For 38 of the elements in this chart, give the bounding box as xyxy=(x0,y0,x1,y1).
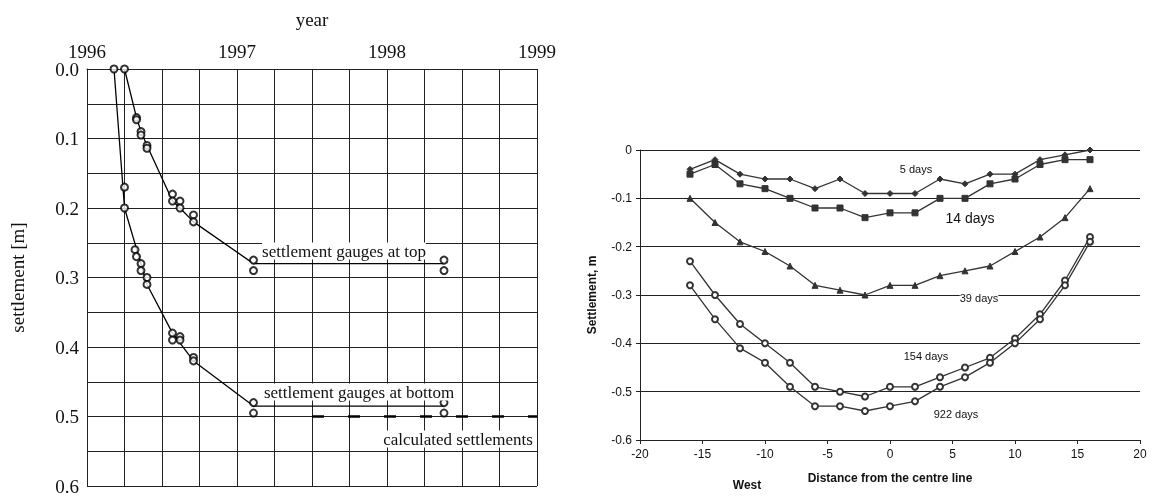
x-tick-label: -10 xyxy=(756,447,774,461)
text: West xyxy=(732,478,762,492)
x-axis-title: Distance from the centre line xyxy=(807,471,973,485)
y-tick-label: 0.6 xyxy=(55,475,79,497)
annotation: 39 days xyxy=(959,292,999,304)
annotation: 154 days xyxy=(903,350,949,362)
x-axis-title: year xyxy=(295,9,330,30)
x-tick-label: -20 xyxy=(631,447,649,461)
y-tick-label: 0.3 xyxy=(55,267,79,288)
y-tick-label: 0.1 xyxy=(55,128,79,149)
y-tick-label: -0.6 xyxy=(611,433,633,447)
x-tick-label: 15 xyxy=(1070,447,1085,461)
x-tick-label: -15 xyxy=(693,447,712,461)
y-axis-title: settlement [m] xyxy=(7,222,28,333)
annotation: settlement gauges at top xyxy=(262,241,426,261)
x-tick-label: 10 xyxy=(1008,447,1022,461)
y-tick-label: -0.1 xyxy=(611,191,633,206)
y-tick-label: 0.2 xyxy=(55,197,79,219)
y-tick-label: -0.4 xyxy=(611,336,633,351)
x-tick-label: 5 xyxy=(949,447,957,461)
y-tick-label: 0.4 xyxy=(55,336,80,358)
y-axis-title: Settlement, m xyxy=(585,255,599,335)
x-tick-label: 1997 xyxy=(218,41,256,62)
y-tick-label: -0.3 xyxy=(611,288,633,302)
y-tick-label: 0 xyxy=(625,143,633,157)
annotation: settlement gauges at bottom xyxy=(263,382,455,402)
x-tick-label: 1998 xyxy=(368,41,406,62)
annotation: 5 days xyxy=(899,163,933,175)
y-tick-label: -0.5 xyxy=(611,384,633,399)
x-tick-label: 1999 xyxy=(518,41,556,62)
annotation: 922 days xyxy=(933,408,979,420)
y-tick-label: 0.5 xyxy=(55,406,79,427)
annotation: calculated settlements xyxy=(383,429,533,449)
x-tick-label: -5 xyxy=(822,447,834,461)
x-tick-label: 0 xyxy=(886,447,894,461)
x-tick-label: 20 xyxy=(1133,447,1147,461)
y-tick-label: -0.2 xyxy=(611,239,633,254)
annotation: 14 days xyxy=(945,210,995,226)
